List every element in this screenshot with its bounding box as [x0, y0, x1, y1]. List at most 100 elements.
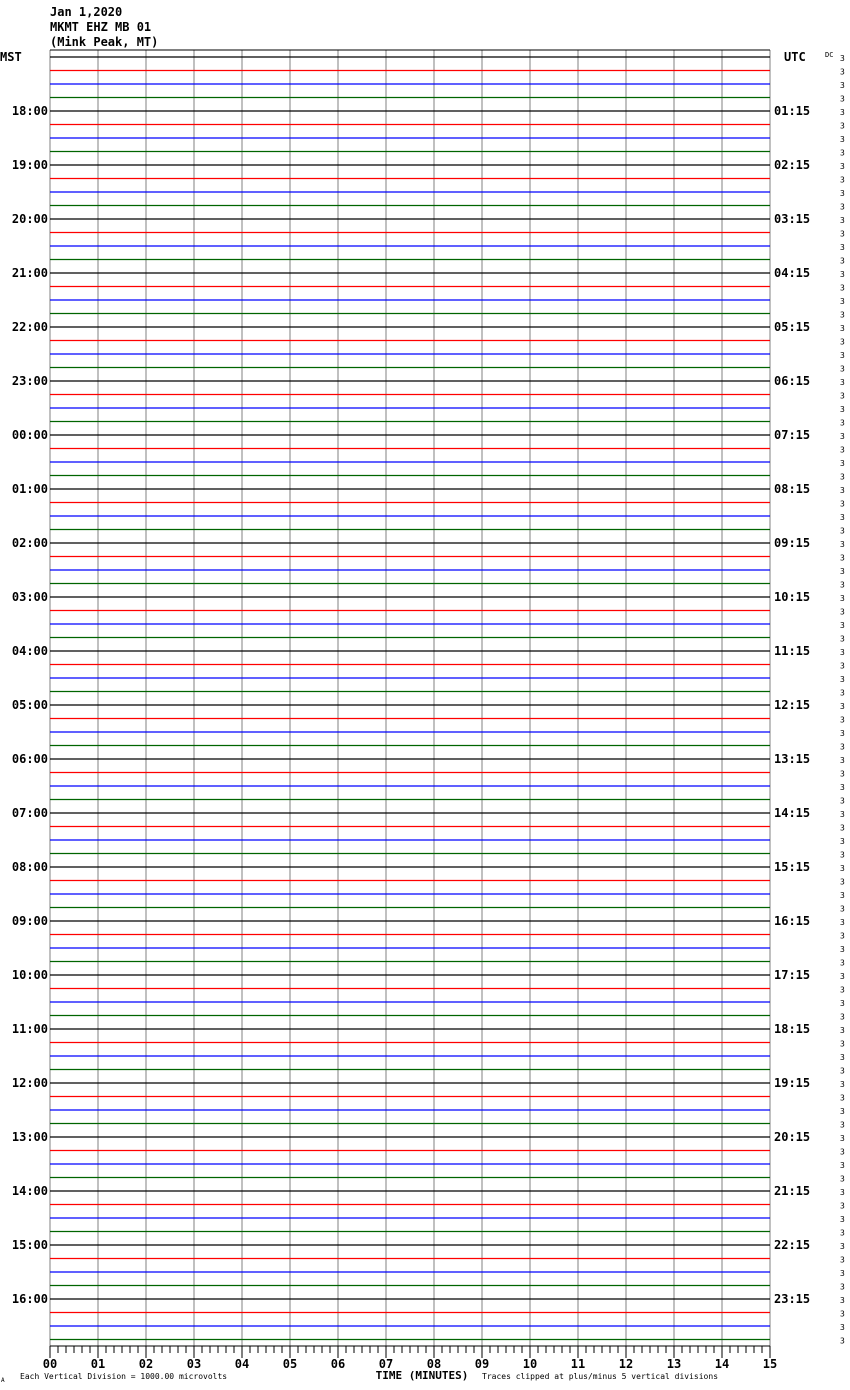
mst-hour-label: 06:00: [12, 752, 48, 766]
utc-hour-label: 02:15: [774, 158, 810, 172]
utc-hour-label: 08:15: [774, 482, 810, 496]
utc-hour-label: 05:15: [774, 320, 810, 334]
dc-value: 3: [840, 378, 845, 387]
dc-value: 3: [840, 68, 845, 77]
mst-hour-label: 18:00: [12, 104, 48, 118]
dc-value: 3: [840, 540, 845, 549]
dc-value: 3: [840, 1256, 845, 1265]
utc-hour-label: 15:15: [774, 860, 810, 874]
dc-value: 3: [840, 594, 845, 603]
dc-value: 3: [840, 1094, 845, 1103]
x-tick-label: 15: [763, 1357, 777, 1371]
dc-value: 3: [840, 135, 845, 144]
x-tick-label: 14: [715, 1357, 729, 1371]
dc-value: 3: [840, 675, 845, 684]
mst-hour-label: 16:00: [12, 1292, 48, 1306]
dc-value: 3: [840, 297, 845, 306]
utc-hour-label: 23:15: [774, 1292, 810, 1306]
mst-hour-label: 10:00: [12, 968, 48, 982]
mst-hour-label: 07:00: [12, 806, 48, 820]
dc-value: 3: [840, 905, 845, 914]
mst-hour-label: 03:00: [12, 590, 48, 604]
dc-value: 3: [840, 932, 845, 941]
dc-value: 3: [840, 1188, 845, 1197]
dc-value: 3: [840, 108, 845, 117]
dc-value: 3: [840, 567, 845, 576]
utc-hour-label: 17:15: [774, 968, 810, 982]
mst-hour-label: 11:00: [12, 1022, 48, 1036]
utc-hour-label: 13:15: [774, 752, 810, 766]
dc-value: 3: [840, 284, 845, 293]
dc-value: 3: [840, 95, 845, 104]
dc-value: 3: [840, 1080, 845, 1089]
dc-value: 3: [840, 1283, 845, 1292]
dc-value: 3: [840, 405, 845, 414]
dc-value: 3: [840, 1134, 845, 1143]
x-axis-title: TIME (MINUTES): [376, 1369, 469, 1382]
utc-hour-label: 07:15: [774, 428, 810, 442]
dc-value: 3: [840, 999, 845, 1008]
x-tick-label: 05: [283, 1357, 297, 1371]
dc-value: 3: [840, 621, 845, 630]
utc-hour-label: 12:15: [774, 698, 810, 712]
mst-hour-label: 19:00: [12, 158, 48, 172]
dc-value: 3: [840, 810, 845, 819]
utc-hour-label: 03:15: [774, 212, 810, 226]
mst-hour-label: 14:00: [12, 1184, 48, 1198]
utc-hour-label: 01:15: [774, 104, 810, 118]
utc-hour-label: 20:15: [774, 1130, 810, 1144]
x-tick-label: 13: [667, 1357, 681, 1371]
dc-value: 3: [840, 1242, 845, 1251]
station-location: (Mink Peak, MT): [50, 35, 159, 49]
dc-value: 3: [840, 1026, 845, 1035]
dc-value: 3: [840, 54, 845, 63]
mst-hour-label: 21:00: [12, 266, 48, 280]
x-tick-label: 11: [571, 1357, 585, 1371]
x-tick-label: 00: [43, 1357, 57, 1371]
plot-date: Jan 1,2020: [50, 5, 123, 19]
x-tick-label: 07: [379, 1357, 393, 1371]
mst-hour-label: 20:00: [12, 212, 48, 226]
dc-value: 3: [840, 878, 845, 887]
dc-value: 3: [840, 1107, 845, 1116]
dc-value: 3: [840, 1121, 845, 1130]
dc-value: 3: [840, 419, 845, 428]
dc-value: 3: [840, 702, 845, 711]
dc-value: 3: [840, 689, 845, 698]
dc-value: 3: [840, 392, 845, 401]
utc-hour-label: 09:15: [774, 536, 810, 550]
footer-clip-note: Traces clipped at plus/minus 5 vertical …: [482, 1372, 718, 1381]
mst-hour-label: 01:00: [12, 482, 48, 496]
mst-hour-label: 22:00: [12, 320, 48, 334]
dc-value: 3: [840, 1148, 845, 1157]
x-tick-label: 06: [331, 1357, 345, 1371]
x-tick-label: 08: [427, 1357, 441, 1371]
utc-hour-label: 06:15: [774, 374, 810, 388]
mst-hour-label: 08:00: [12, 860, 48, 874]
dc-value: 3: [840, 1053, 845, 1062]
x-tick-label: 04: [235, 1357, 249, 1371]
mst-hour-label: 04:00: [12, 644, 48, 658]
utc-hour-label: 10:15: [774, 590, 810, 604]
dc-value: 3: [840, 851, 845, 860]
dc-value: 3: [840, 324, 845, 333]
mst-hour-label: 23:00: [12, 374, 48, 388]
dc-value: 3: [840, 1229, 845, 1238]
dc-value: 3: [840, 1067, 845, 1076]
dc-value: 3: [840, 864, 845, 873]
dc-value: 3: [840, 257, 845, 266]
footer-scale-note: Each Vertical Division = 1000.00 microvo…: [20, 1372, 227, 1381]
dc-value: 3: [840, 743, 845, 752]
dc-value: 3: [840, 824, 845, 833]
mst-hour-label: 15:00: [12, 1238, 48, 1252]
dc-value: 3: [840, 500, 845, 509]
x-tick-label: 12: [619, 1357, 633, 1371]
dc-value: 3: [840, 716, 845, 725]
x-tick-label: 10: [523, 1357, 537, 1371]
dc-value: 3: [840, 729, 845, 738]
dc-value: 3: [840, 122, 845, 131]
dc-value: 3: [840, 1040, 845, 1049]
dc-value: 3: [840, 756, 845, 765]
dc-value: 3: [840, 1202, 845, 1211]
